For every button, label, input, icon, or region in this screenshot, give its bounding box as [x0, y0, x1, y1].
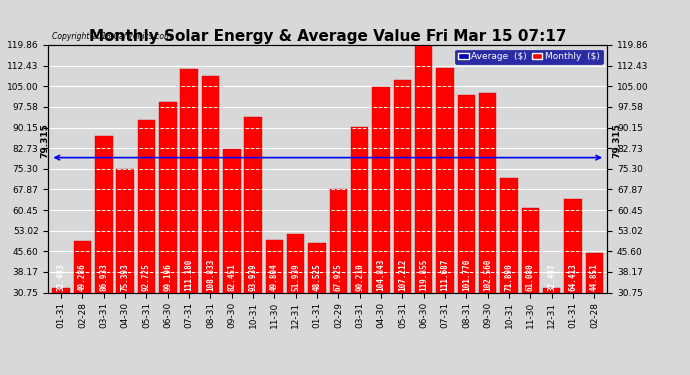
Bar	[308, 243, 326, 292]
Bar	[543, 288, 560, 292]
Text: 61.080: 61.080	[526, 263, 535, 291]
Text: 49.286: 49.286	[78, 263, 87, 291]
Bar	[436, 68, 454, 292]
Text: 93.939: 93.939	[248, 263, 257, 291]
Bar	[287, 234, 304, 292]
Text: 67.925: 67.925	[334, 263, 343, 291]
Bar	[457, 95, 475, 292]
Text: 119.855: 119.855	[420, 259, 428, 291]
Text: 79.315: 79.315	[41, 123, 50, 158]
Bar	[223, 149, 241, 292]
Bar	[244, 117, 262, 292]
Text: 111.687: 111.687	[441, 259, 450, 291]
Text: 108.833: 108.833	[206, 259, 215, 291]
Bar	[522, 208, 539, 292]
Bar	[415, 45, 433, 292]
Text: 107.212: 107.212	[398, 259, 407, 291]
Text: 90.210: 90.210	[355, 263, 364, 291]
Title: Monthly Solar Energy & Average Value Fri Mar 15 07:17: Monthly Solar Energy & Average Value Fri…	[89, 29, 566, 44]
Text: 32.497: 32.497	[547, 263, 556, 291]
Text: 104.843: 104.843	[377, 259, 386, 291]
Bar	[586, 254, 603, 292]
Bar	[564, 199, 582, 292]
Text: 102.560: 102.560	[483, 259, 492, 291]
Text: 32.493: 32.493	[57, 263, 66, 291]
Text: Copyright 2013 Cartronics.com: Copyright 2013 Cartronics.com	[52, 32, 171, 41]
Bar	[500, 178, 518, 292]
Text: 49.804: 49.804	[270, 263, 279, 291]
Bar	[394, 80, 411, 292]
Text: 101.770: 101.770	[462, 259, 471, 291]
Bar	[95, 136, 112, 292]
Bar	[351, 128, 368, 292]
Bar	[330, 189, 347, 292]
Legend: Average  ($), Monthly  ($): Average ($), Monthly ($)	[455, 50, 602, 64]
Text: 64.413: 64.413	[569, 263, 578, 291]
Text: 111.180: 111.180	[185, 259, 194, 291]
Bar	[479, 93, 497, 292]
Text: 82.451: 82.451	[227, 263, 236, 291]
Bar	[373, 87, 390, 292]
Bar	[180, 69, 198, 292]
Bar	[138, 120, 155, 292]
Text: 92.725: 92.725	[142, 263, 151, 291]
Bar	[266, 240, 283, 292]
Bar	[74, 241, 91, 292]
Text: 75.393: 75.393	[121, 263, 130, 291]
Bar	[117, 168, 134, 292]
Text: 99.196: 99.196	[164, 263, 172, 291]
Text: 44.851: 44.851	[590, 263, 599, 291]
Text: 79.315: 79.315	[613, 123, 622, 158]
Text: 71.890: 71.890	[504, 263, 513, 291]
Bar	[159, 102, 177, 292]
Bar	[52, 288, 70, 292]
Text: 51.939: 51.939	[291, 263, 300, 291]
Bar	[201, 76, 219, 292]
Text: 86.933: 86.933	[99, 263, 108, 291]
Text: 48.525: 48.525	[313, 263, 322, 291]
